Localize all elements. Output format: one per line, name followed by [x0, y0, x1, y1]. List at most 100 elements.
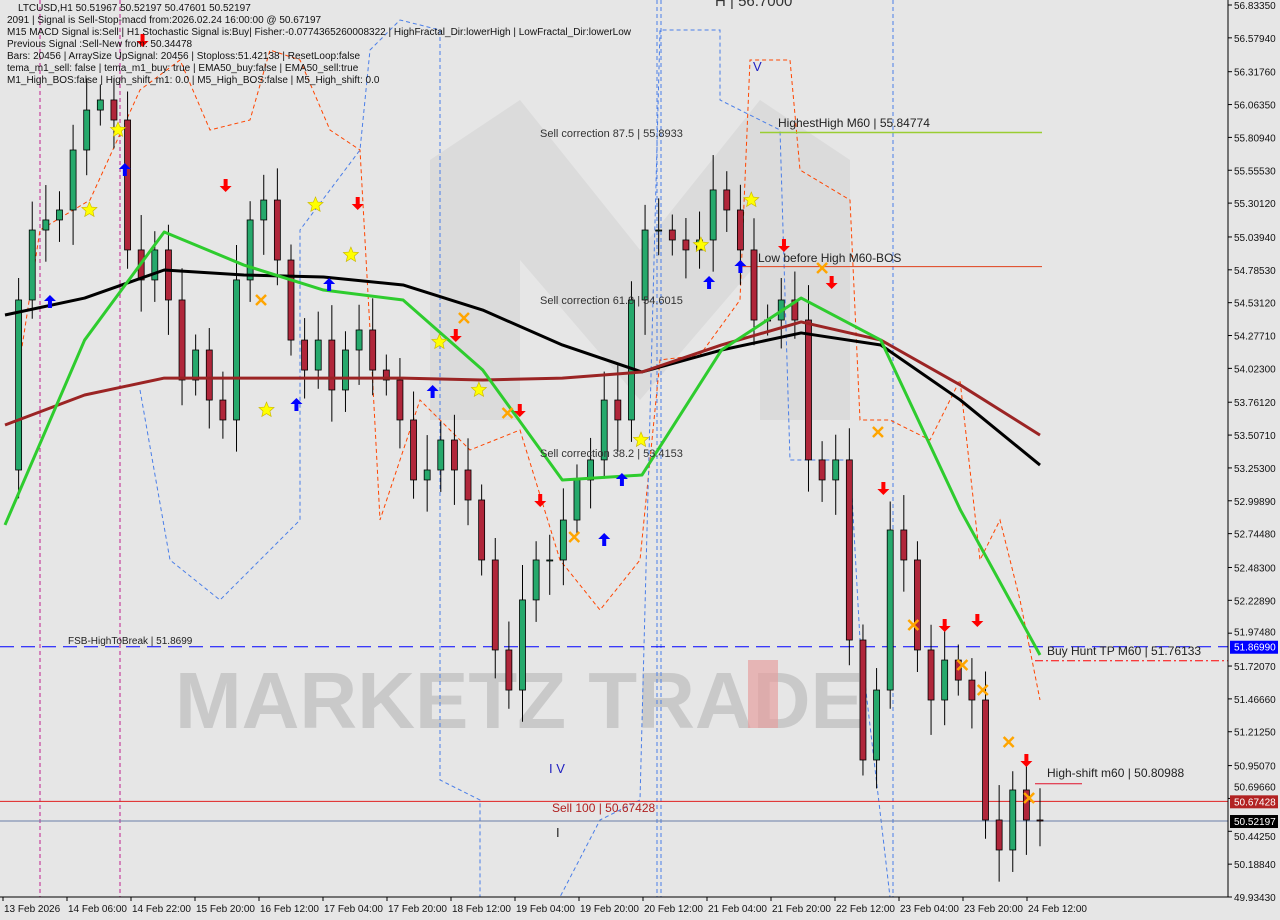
time-tick-label: 17 Feb 20:00 — [388, 904, 447, 915]
sell-correction-618: Sell correction 61.8 | 54.6015 — [540, 295, 683, 307]
candle-body — [396, 379, 404, 421]
time-tick-label: 18 Feb 12:00 — [452, 904, 511, 915]
star-icon — [470, 381, 488, 398]
candle-body — [641, 229, 649, 301]
signal-markers — [43, 33, 1035, 804]
time-tick-label: 16 Feb 12:00 — [260, 904, 319, 915]
price-tick-label: 56.31760 — [1234, 68, 1276, 79]
candle-body — [314, 339, 322, 371]
price-tag-label: 50.67428 — [1234, 797, 1276, 808]
moving-averages — [3, 230, 1042, 656]
low-before-high-label: Low before High M60-BOS — [758, 251, 901, 265]
candle-body — [573, 479, 581, 521]
candle-body — [709, 189, 717, 241]
price-tick-label: 56.57940 — [1234, 34, 1276, 45]
price-tick-label: 51.46660 — [1234, 695, 1276, 706]
candle-body — [1036, 819, 1044, 822]
candle-body — [110, 99, 118, 121]
price-tick-label: 54.53120 — [1234, 299, 1276, 310]
time-tick-label: 13 Feb 2026 — [4, 904, 61, 915]
candle-body — [559, 519, 567, 561]
price-tag — [1230, 640, 1278, 654]
watermark-accent — [748, 660, 778, 728]
candle-body — [873, 689, 880, 761]
candle-body — [655, 229, 663, 232]
candle-body — [927, 649, 935, 701]
time-axis[interactable]: 13 Feb 2026 14 Feb 06:00 14 Feb 22:00 15 Fe… — [0, 896, 1228, 915]
time-tick-label: 20 Feb 12:00 — [644, 904, 703, 915]
candle-body — [410, 419, 417, 481]
sell-correction-875: Sell correction 87.5 | 55.8933 — [540, 128, 683, 140]
price-axis[interactable]: 56.83350 56.57940 56.31760 56.06350 55.80940… — [1227, 0, 1278, 904]
sell-arrow-icon — [513, 404, 526, 418]
time-tick-label: 17 Feb 04:00 — [324, 904, 383, 915]
price-tick-label: 51.21250 — [1234, 728, 1276, 739]
price-tick-label: 52.99890 — [1234, 497, 1276, 508]
candle-body — [69, 149, 77, 211]
buy-hunt-tp-label: Buy Hunt TP M60 | 51.76133 — [1047, 644, 1201, 658]
ma-long-line — [4, 268, 1041, 467]
sell-arrow-icon — [534, 493, 547, 507]
sell-arrow-icon — [219, 179, 232, 193]
candle-body — [423, 469, 431, 481]
sell-arrow-icon — [449, 329, 462, 343]
buy-arrow-icon — [598, 532, 611, 546]
price-tick-label: 52.48300 — [1234, 563, 1276, 574]
candle-body — [519, 599, 526, 691]
candle-body — [736, 209, 744, 251]
candle-body — [369, 329, 377, 371]
star-icon — [342, 246, 360, 263]
candle-body — [437, 439, 445, 471]
candle-body — [995, 819, 1003, 851]
buy-arrow-icon — [323, 277, 336, 291]
buy-arrow-icon — [43, 295, 56, 309]
time-tick-label: 14 Feb 22:00 — [132, 904, 191, 915]
price-tick-label: 50.95070 — [1234, 762, 1276, 773]
cross-icon — [458, 312, 470, 324]
candle-body — [546, 559, 554, 562]
sell-arrow-icon — [351, 197, 364, 211]
candle-body — [328, 339, 336, 391]
candle-body — [42, 219, 50, 231]
price-tick-label: 50.44250 — [1234, 832, 1276, 843]
candle-body — [15, 299, 23, 471]
price-tag-label: 50.52197 — [1234, 817, 1276, 828]
candle-body — [628, 299, 635, 421]
candle-body — [723, 189, 731, 211]
candle-body — [382, 369, 390, 381]
candle-body — [914, 559, 921, 651]
candle-body — [273, 199, 281, 261]
candle-body — [900, 529, 908, 561]
bars-info: Bars: 20456 | ArraySize UpSignal: 20456 … — [7, 51, 361, 62]
price-tag — [1230, 815, 1278, 829]
sell-arrow-icon — [136, 33, 149, 47]
candle-body — [342, 349, 349, 391]
candle-body — [151, 249, 159, 281]
iv-marker: I V — [549, 761, 565, 776]
tema-info: tema_m1_sell: false | tema_m1_buy: true … — [7, 63, 359, 74]
annotation-labels: Sell correction 87.5 | 55.8933 Sell corr… — [68, 0, 1201, 840]
candle-body — [968, 679, 976, 701]
symbol-ohlc: LTCUSD,H1 50.51967 50.52197 50.47601 50.… — [18, 3, 251, 14]
previous-signal: Previous Signal :Sell-New from: 50.34478 — [7, 39, 193, 50]
price-tick-label: 50.18840 — [1234, 860, 1276, 871]
cross-icon — [255, 294, 267, 306]
star-icon — [742, 191, 760, 208]
time-tick-label: 23 Feb 20:00 — [964, 904, 1023, 915]
indicator-info: M15 MACD Signal is:Sell | H1 Stochastic … — [7, 27, 632, 38]
cross-icon — [1023, 792, 1035, 804]
candle-body — [178, 299, 186, 381]
price-tick-label: 52.22890 — [1234, 596, 1276, 607]
price-tick-label: 55.03940 — [1234, 233, 1276, 244]
cross-icon — [872, 426, 884, 438]
cross-icon — [816, 262, 828, 274]
time-tick-label: 15 Feb 20:00 — [196, 904, 255, 915]
candle-body — [600, 399, 608, 461]
star-icon — [431, 333, 448, 350]
candle-body — [451, 439, 458, 471]
candle-body — [668, 229, 676, 241]
time-tick-label: 23 Feb 04:00 — [900, 904, 959, 915]
ma-fast-line — [3, 230, 1042, 656]
star-icon — [81, 201, 98, 218]
